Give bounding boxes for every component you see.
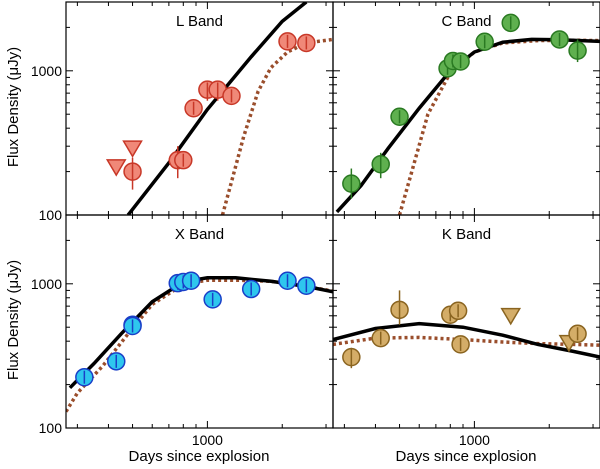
model-curve-solid (68, 276, 333, 390)
x-tick-label: 1000 (192, 432, 223, 448)
y-axis-label-top: Flux Density (μJy) (5, 47, 22, 167)
panel-frame (332, 214, 600, 429)
x-axis-label-left: Days since explosion (129, 448, 270, 465)
y-tick-label: 100 (39, 207, 63, 223)
model-curve-dotted (66, 278, 333, 413)
panels: 100 1000 L Band C Band 100 1000 1000 X Band 1000… (31, 1, 600, 448)
panel-x-band: 100 1000 1000 X Band (31, 214, 334, 448)
panel-ticks (66, 214, 333, 429)
panel-title: L Band (176, 13, 223, 30)
panel-ticks (333, 214, 600, 429)
model-curve-solid (333, 321, 600, 359)
panel-c-band: C Band (332, 1, 600, 216)
upper-limit-marker (105, 159, 127, 177)
upper-limit-marker (500, 307, 522, 326)
x-tick-label: 1000 (459, 432, 490, 448)
y-tick-label: 1000 (31, 276, 62, 292)
x-axis-label-right: Days since explosion (396, 448, 537, 465)
upper-limit-marker (122, 140, 143, 158)
panel-title: X Band (175, 226, 224, 243)
y-tick-label: 100 (39, 420, 63, 436)
panel-l-band: 100 1000 L Band (31, 1, 334, 223)
model-curve-dotted (397, 38, 600, 215)
y-tick-label: 1000 (31, 63, 62, 79)
plot-area (333, 290, 600, 369)
y-axis-label-bottom: Flux Density (μJy) (5, 260, 22, 380)
plot-area (66, 271, 333, 413)
panel-title: K Band (442, 226, 491, 243)
panel-title: C Band (441, 13, 491, 30)
plot-area (335, 13, 600, 215)
panel-k-band: 1000 K Band (332, 214, 600, 448)
model-curve-dotted (220, 37, 333, 215)
model-curve-solid (126, 2, 308, 215)
plot-area (105, 2, 333, 215)
panel-frame (65, 214, 334, 429)
